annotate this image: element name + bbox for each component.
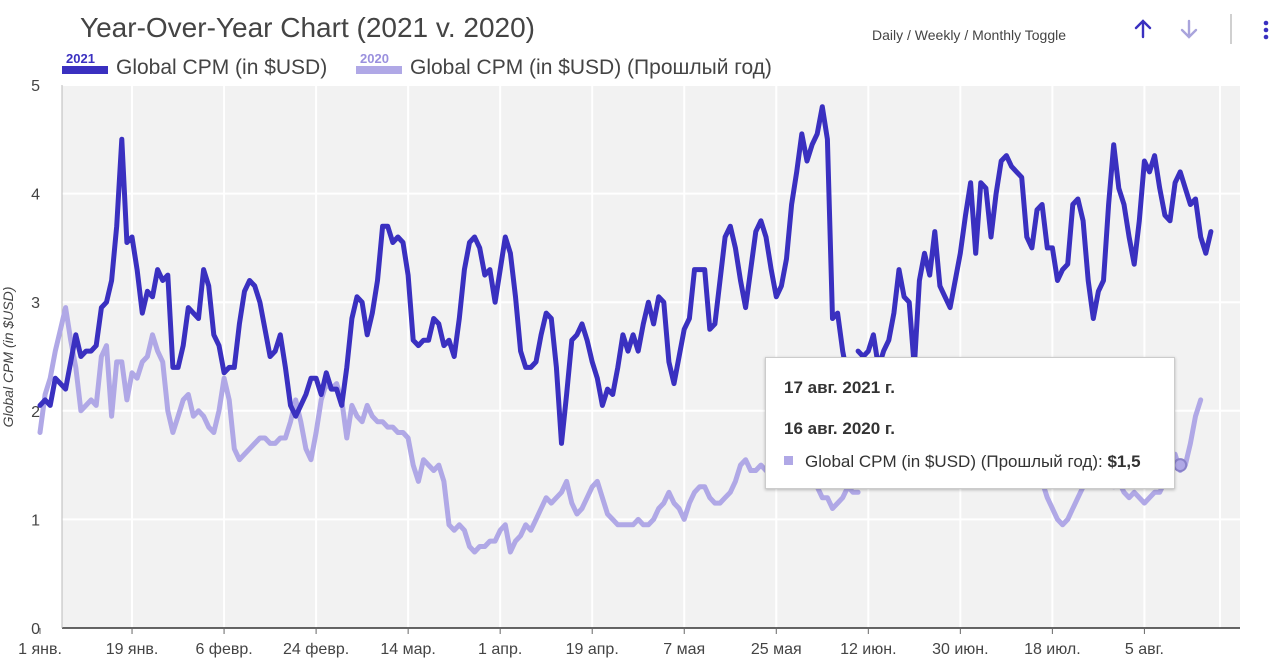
x-tick-label: 25 мая: [751, 641, 802, 658]
legend-label-2021: Global CPM (in $USD): [116, 56, 328, 79]
legend-item-2021[interactable]: 2021 Global CPM (in $USD): [62, 50, 352, 84]
toolbar-divider: [1230, 14, 1232, 44]
x-tick-label: 6 февр.: [195, 641, 252, 658]
tooltip-series-row: Global CPM (in $USD) (Прошлый год): $1,5: [784, 452, 1141, 472]
x-tick-label: 1 янв.: [18, 641, 62, 658]
x-tick-label: 5 авг.: [1125, 641, 1164, 658]
tooltip: 17 авг. 2021 г. 16 авг. 2020 г. Global C…: [765, 357, 1175, 489]
y-tick-label: 0: [31, 621, 40, 638]
y-tick-label: 2: [31, 404, 40, 421]
series-line-1: [37, 305, 1204, 555]
period-toggle[interactable]: Daily / Weekly / Monthly Toggle: [872, 27, 1067, 43]
y-tick-label: 4: [31, 187, 40, 204]
series-line-0: [37, 104, 851, 446]
legend-swatch-2020: [356, 66, 402, 74]
x-tick-label: 12 июн.: [840, 641, 896, 658]
legend-year-2020: 2020: [360, 51, 389, 66]
series-group: [37, 104, 1214, 555]
y-axis-label: Global CPM (in $USD): [0, 287, 16, 428]
legend-swatch-2021: [62, 66, 108, 74]
tooltip-series-label: Global CPM (in $USD) (Прошлый год):: [805, 452, 1108, 471]
plot-area: [62, 85, 1240, 628]
chart-title: Year-Over-Year Chart (2021 v. 2020): [80, 12, 535, 43]
x-tick-label: 1 апр.: [478, 641, 522, 658]
legend-year-2021: 2021: [66, 51, 95, 66]
tooltip-date-previous: 16 авг. 2020 г.: [784, 419, 896, 438]
x-tick-label: 19 янв.: [106, 641, 159, 658]
tooltip-series-value: $1,5: [1107, 452, 1141, 471]
y-tick-labels: 0 1 2 3 4 5: [31, 78, 40, 638]
highlight-point: [1173, 458, 1188, 473]
legend-item-2020[interactable]: 2020 Global CPM (in $USD) (Прошлый год): [356, 50, 786, 84]
x-tick-label: 19 апр.: [566, 641, 619, 658]
legend-label-2020: Global CPM (in $USD) (Прошлый год): [410, 56, 772, 79]
x-tick-label: 7 мая: [663, 641, 705, 658]
highlight-group: [1173, 458, 1188, 473]
x-tick-label: 14 мар.: [380, 641, 435, 658]
series-line-2: [855, 142, 1214, 370]
x-tick-label: 30 июн.: [932, 641, 988, 658]
tooltip-series-marker: [784, 456, 793, 465]
more-vertical-icon[interactable]: [1258, 18, 1274, 42]
arrow-down-icon[interactable]: [1178, 18, 1200, 40]
arrow-up-icon[interactable]: [1132, 18, 1154, 40]
y-tick-label: 3: [31, 295, 40, 312]
y-tick-label: 1: [31, 512, 40, 529]
x-tick-label: 24 февр.: [283, 641, 349, 658]
y-tick-label: 5: [31, 78, 40, 95]
tooltip-date-current: 17 авг. 2021 г.: [784, 378, 896, 397]
x-tick-label: 18 июл.: [1024, 641, 1081, 658]
x-tick-labels: 1 янв. 19 янв. 6 февр. 24 февр. 14 мар. 1 апр…: [18, 628, 1164, 658]
